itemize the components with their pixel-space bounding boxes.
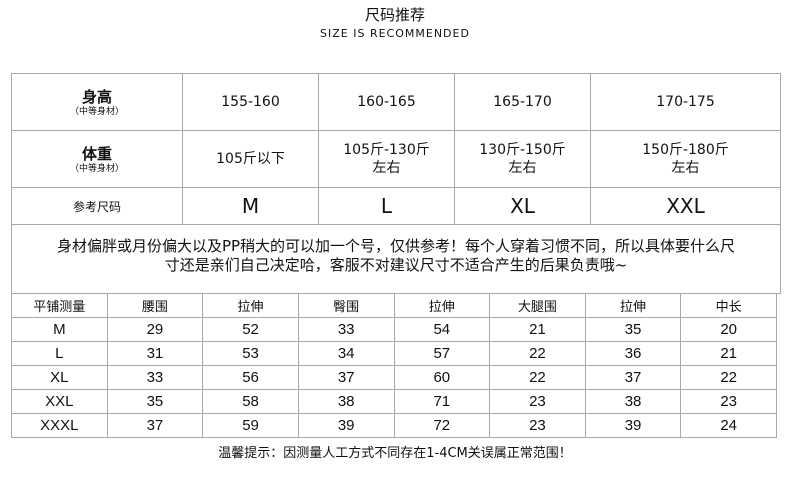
cell: 21: [680, 341, 777, 366]
column-header: 平铺测量: [11, 293, 108, 318]
size-row: 参考尺码 M L XL XXL: [11, 187, 781, 225]
cell: 22: [489, 365, 586, 390]
row-label: 参考尺码: [11, 187, 183, 225]
cell: 33: [297, 317, 395, 342]
cell: 35: [106, 389, 204, 414]
table-row: XXL 35 58 38 71 23 38 23: [11, 389, 777, 414]
cell: 160-165: [318, 73, 455, 131]
cell: XXL: [590, 187, 781, 225]
row-label: 体重: [81, 144, 112, 163]
cell: L: [11, 341, 108, 366]
cell: 20: [680, 317, 777, 342]
page-title: 尺码推荐: [364, 6, 425, 24]
cell: XL: [454, 187, 591, 225]
cell: 170-175: [590, 73, 781, 131]
cell: 34: [297, 341, 395, 366]
cell: 21: [489, 317, 586, 342]
table-row: XXXL 37 59 39 72 23 39 24: [11, 413, 777, 438]
cell: L: [318, 187, 455, 225]
cell: 37: [106, 413, 204, 438]
table-row: XL 33 56 37 60 22 37 22: [11, 365, 777, 390]
cell: 33: [106, 365, 204, 390]
cell: 105斤以下: [182, 130, 319, 188]
row-header: 身高 （中等身材）: [11, 73, 183, 131]
cell: 57: [393, 341, 491, 366]
cell: 22: [680, 365, 777, 390]
table-row: L 31 53 34 57 22 36 21: [11, 341, 777, 366]
size-reference-table: 身高 （中等身材） 155-160 160-165 165-170 170-175…: [11, 73, 781, 294]
cell: 155-160: [182, 73, 319, 131]
column-header: 腰围: [106, 293, 204, 318]
cell: 23: [680, 389, 777, 414]
column-header: 拉伸: [393, 293, 491, 318]
notice-text: 身材偏胖或月份偏大以及PP稍大的可以加一个号，仅供参考！每个人穿着习惯不同，所以…: [11, 224, 781, 294]
row-header: 体重 （中等身材）: [11, 130, 183, 188]
cell: 58: [202, 389, 299, 414]
cell: 39: [297, 413, 395, 438]
column-header: 大腿围: [489, 293, 586, 318]
cell: M: [11, 317, 108, 342]
cell: 71: [393, 389, 491, 414]
row-label: 身高: [81, 87, 112, 106]
row-sublabel: （中等身材）: [69, 106, 124, 117]
column-header: 拉伸: [584, 293, 682, 318]
cell: 56: [202, 365, 299, 390]
cell: 165-170: [454, 73, 591, 131]
cell: 36: [584, 341, 682, 366]
cell: 38: [297, 389, 395, 414]
cell: 54: [393, 317, 491, 342]
cell: 52: [202, 317, 299, 342]
page-subtitle: SIZE IS RECOMMENDED: [320, 27, 470, 40]
cell: 60: [393, 365, 491, 390]
cell: 72: [393, 413, 491, 438]
cell: 150斤-180斤 左右: [590, 130, 781, 188]
cell: 23: [489, 413, 586, 438]
cell: 130斤-150斤 左右: [454, 130, 591, 188]
cell: M: [182, 187, 319, 225]
weight-row: 体重 （中等身材） 105斤以下 105斤-130斤 左右 130斤-150斤 左…: [11, 130, 781, 188]
cell: 31: [106, 341, 204, 366]
cell: XXXL: [11, 413, 108, 438]
height-row: 身高 （中等身材） 155-160 160-165 165-170 170-175: [11, 73, 781, 131]
cell: 105斤-130斤 左右: [318, 130, 455, 188]
row-sublabel: （中等身材）: [69, 163, 124, 174]
cell: 38: [584, 389, 682, 414]
cell: 35: [584, 317, 682, 342]
cell: 22: [489, 341, 586, 366]
cell: 23: [489, 389, 586, 414]
cell: 24: [680, 413, 777, 438]
cell: XL: [11, 365, 108, 390]
cell: 39: [584, 413, 682, 438]
footer-note: 温馨提示：因测量人工方式不同存在1-4CM关误属正常范围！: [218, 446, 572, 461]
measurement-table: 平铺测量 腰围 拉伸 臀围 拉伸 大腿围 拉伸 中长 M 29 52 33 54 21 35 20 L 31 53 3…: [11, 293, 777, 438]
cell: 59: [202, 413, 299, 438]
header-row: 平铺测量 腰围 拉伸 臀围 拉伸 大腿围 拉伸 中长: [11, 293, 777, 318]
cell: 37: [297, 365, 395, 390]
column-header: 拉伸: [202, 293, 299, 318]
column-header: 臀围: [297, 293, 395, 318]
cell: 53: [202, 341, 299, 366]
column-header: 中长: [680, 293, 777, 318]
cell: 37: [584, 365, 682, 390]
cell: XXL: [11, 389, 108, 414]
cell: 29: [106, 317, 204, 342]
table-row: M 29 52 33 54 21 35 20: [11, 317, 777, 342]
